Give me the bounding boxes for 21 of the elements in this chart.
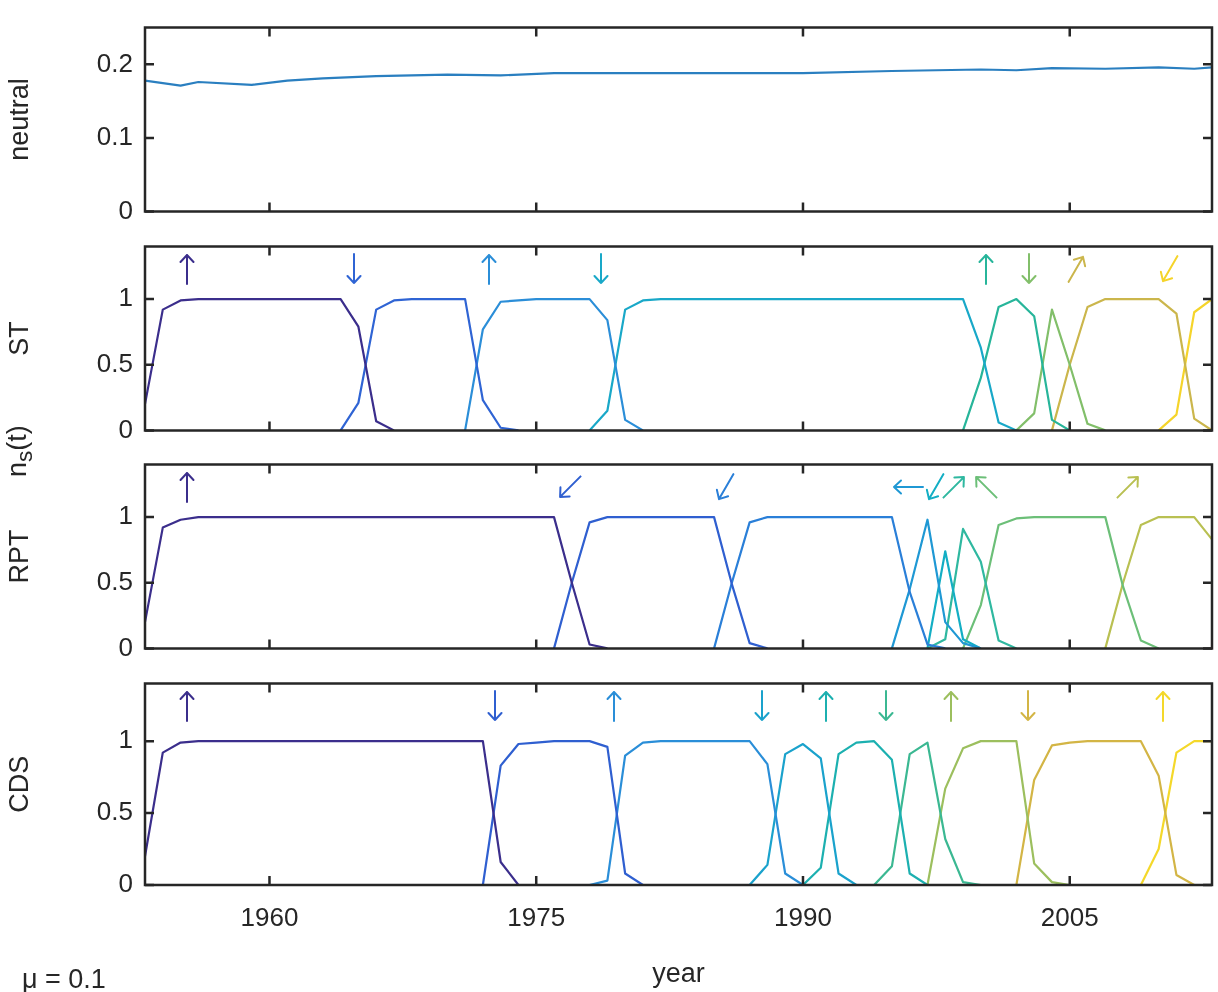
- y-tick-label: 0: [118, 867, 133, 898]
- y-tick-label: 0.5: [96, 795, 133, 826]
- x-axis-title: year: [652, 957, 705, 988]
- y-tick-label: 0.1: [96, 121, 133, 152]
- y-tick-label: 0: [118, 194, 133, 225]
- y-tick-label: 1: [118, 723, 133, 754]
- y-tick-label: 0.5: [96, 565, 133, 596]
- x-tick-label: 1975: [507, 901, 566, 932]
- y-tick-label: 0: [118, 631, 133, 662]
- y-axis-title: RPT: [3, 529, 34, 584]
- y-tick-label: 0: [118, 413, 133, 444]
- x-tick-label: 2005: [1040, 901, 1099, 932]
- y-axis-title: ST: [3, 320, 34, 356]
- x-tick-label: 1990: [774, 901, 832, 932]
- y-axis-title: CDS: [3, 755, 34, 813]
- y-tick-label: 0.2: [96, 47, 133, 78]
- y-axis-title: neutral: [3, 78, 34, 161]
- y-tick-label: 1: [118, 281, 133, 312]
- x-tick-label: 1960: [240, 901, 299, 932]
- y-tick-label: 0.5: [96, 347, 133, 378]
- y-tick-label: 1: [118, 500, 133, 531]
